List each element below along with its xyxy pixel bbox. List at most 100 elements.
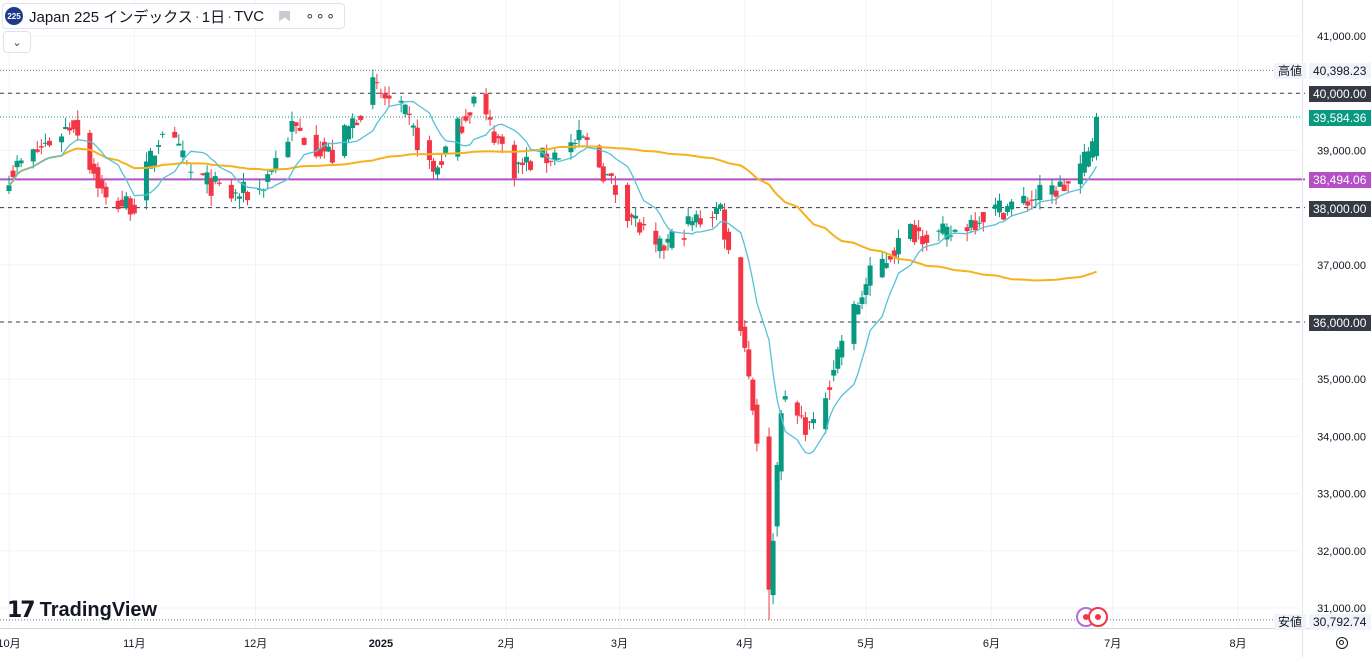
moving-average-slow-line [8, 145, 1097, 282]
candle-body [835, 349, 841, 369]
candle-body [354, 122, 360, 126]
candle-body [265, 174, 271, 182]
x-tick-label: 4月 [736, 638, 753, 650]
candle-body [709, 217, 715, 219]
interval-label[interactable]: 1日 [201, 8, 226, 26]
x-tick-label: 11月 [123, 638, 145, 650]
candle-body [1085, 151, 1091, 167]
x-tick-label: 12月 [244, 638, 267, 650]
candle-body [6, 185, 12, 192]
low-value-label: 30,792.74 [1309, 614, 1371, 630]
candle-body [1001, 213, 1007, 220]
candle-body [661, 245, 667, 251]
candle-body [1081, 151, 1087, 173]
candle-body [523, 156, 529, 163]
x-tick-label: 7月 [1104, 638, 1121, 650]
candle-body [633, 215, 639, 219]
candle-body [491, 131, 497, 143]
candle-body [406, 113, 412, 116]
candle-body [968, 219, 974, 228]
candle-body [188, 171, 194, 173]
candle-body [879, 258, 885, 278]
candle-body [46, 140, 52, 146]
candle-body [556, 158, 562, 160]
candle-body [131, 204, 137, 214]
symbol-header[interactable]: 225 Japan 225 インデックス · 1日 · TVC ∘∘∘ [2, 3, 346, 29]
tradingview-mark-icon: 17 [7, 598, 36, 623]
candle-body [778, 413, 784, 472]
candle-body [374, 82, 380, 84]
candle-body [285, 141, 291, 158]
candle-body [240, 181, 246, 194]
candle-body [770, 540, 776, 596]
candle-body [576, 129, 582, 141]
candle-body [30, 149, 36, 162]
candle-body [156, 145, 162, 147]
moving-average-fast-line [8, 100, 1098, 455]
candle-body [738, 257, 744, 331]
candle-body [544, 153, 550, 164]
settings-icon[interactable] [1336, 637, 1348, 649]
candle-body [1049, 185, 1055, 195]
y-tick-label: 35,000.00 [1317, 374, 1366, 386]
candle-body [152, 155, 158, 166]
candle-body [75, 119, 81, 136]
candle-body [91, 163, 97, 174]
candle-body [313, 134, 319, 157]
candle-body [1005, 206, 1011, 212]
candle-body [1094, 116, 1100, 157]
y-tick-label: 39,000.00 [1317, 145, 1366, 157]
separator: · [227, 7, 233, 25]
candle-body [208, 178, 214, 196]
x-tick-label: 6月 [983, 638, 1000, 650]
candle-body [463, 116, 469, 121]
candle-body [342, 125, 348, 157]
candle-body [289, 120, 295, 132]
tradingview-logo[interactable]: 17 TradingView [7, 598, 157, 623]
candle-body [685, 216, 691, 225]
candle-body [1077, 163, 1083, 185]
event-marker-icon[interactable] [1088, 607, 1108, 627]
candle-body [378, 92, 384, 94]
candle-body [216, 182, 222, 184]
candle-body [996, 200, 1002, 213]
candle-body [831, 369, 837, 376]
candle-body [370, 77, 376, 105]
flag-icon[interactable] [278, 10, 291, 23]
candle-body [863, 284, 869, 295]
candle-body [42, 142, 48, 144]
candle-body [1053, 190, 1059, 197]
symbol-name[interactable]: Japan 225 インデックス [29, 8, 193, 26]
candle-body [552, 152, 558, 161]
candle-body [63, 126, 69, 129]
candle-body [119, 199, 125, 207]
candle-body [580, 136, 586, 138]
last-price-label: 39,584.36 [1309, 110, 1371, 126]
candle-body [1033, 199, 1039, 201]
candle-body [293, 122, 299, 127]
candle-body [115, 200, 121, 210]
candle-body [794, 402, 800, 416]
candle-body [59, 136, 65, 143]
source-label: TVC [234, 7, 265, 25]
candle-body [806, 421, 812, 423]
candle-body [936, 230, 942, 232]
candle-body [430, 160, 436, 172]
candle-body [629, 214, 635, 218]
candle-body [887, 256, 893, 260]
more-icon[interactable]: ∘∘∘ [305, 8, 337, 25]
candle-body [722, 209, 728, 240]
candle-body [1057, 181, 1063, 187]
candle-body [798, 415, 804, 417]
collapse-legend-button[interactable]: ⌄ [3, 31, 31, 53]
x-tick-label: 2025 [369, 638, 393, 650]
candle-body [839, 340, 845, 358]
event-markers[interactable] [1076, 607, 1108, 627]
y-tick-label: 32,000.00 [1317, 546, 1366, 558]
tradingview-wordmark: TradingView [39, 599, 158, 621]
candle-body [851, 304, 857, 344]
candle-body [317, 148, 323, 157]
candle-body [483, 93, 489, 115]
candle-body [867, 265, 873, 286]
